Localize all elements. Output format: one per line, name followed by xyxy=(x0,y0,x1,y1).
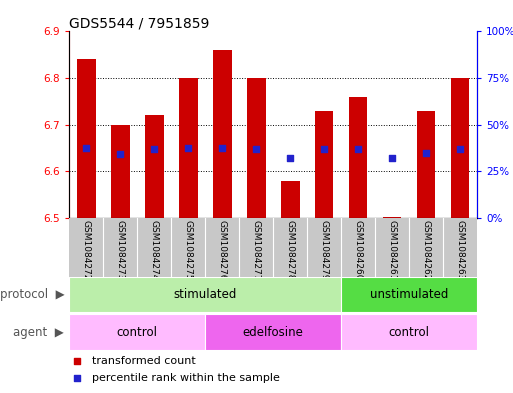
Bar xyxy=(69,314,205,350)
Point xyxy=(73,375,82,381)
Bar xyxy=(213,50,231,218)
Bar xyxy=(409,218,443,277)
Bar xyxy=(451,78,469,218)
Point xyxy=(320,146,328,152)
Text: transformed count: transformed count xyxy=(92,356,195,366)
Point xyxy=(150,146,159,152)
Bar xyxy=(443,218,477,277)
Point xyxy=(354,146,362,152)
Bar xyxy=(315,111,333,218)
Bar xyxy=(375,218,409,277)
Bar xyxy=(281,181,300,218)
Point xyxy=(286,155,294,162)
Bar xyxy=(417,111,436,218)
Point xyxy=(456,146,464,152)
Bar xyxy=(341,218,375,277)
Bar xyxy=(179,78,198,218)
Bar xyxy=(171,218,205,277)
Bar xyxy=(383,217,402,218)
Bar xyxy=(145,116,164,218)
Bar xyxy=(247,78,266,218)
Text: control: control xyxy=(389,325,429,339)
Text: GSM1084263: GSM1084263 xyxy=(456,220,465,281)
Text: edelfosine: edelfosine xyxy=(243,325,304,339)
Bar xyxy=(103,218,137,277)
Bar xyxy=(69,277,341,312)
Point xyxy=(82,145,90,151)
Text: GSM1084276: GSM1084276 xyxy=(218,220,227,281)
Bar xyxy=(137,218,171,277)
Text: stimulated: stimulated xyxy=(173,288,237,301)
Bar xyxy=(77,59,95,218)
Point xyxy=(422,150,430,156)
Text: unstimulated: unstimulated xyxy=(370,288,448,301)
Text: GSM1084279: GSM1084279 xyxy=(320,220,329,281)
Text: agent  ▶: agent ▶ xyxy=(13,325,64,339)
Text: GSM1084273: GSM1084273 xyxy=(116,220,125,281)
Bar xyxy=(349,97,367,218)
Text: GSM1084277: GSM1084277 xyxy=(252,220,261,281)
Bar xyxy=(205,218,239,277)
Text: GSM1084272: GSM1084272 xyxy=(82,220,91,281)
Point xyxy=(73,358,82,364)
Point xyxy=(184,145,192,151)
Point xyxy=(252,146,260,152)
Text: GDS5544 / 7951859: GDS5544 / 7951859 xyxy=(69,16,210,30)
Text: GSM1084260: GSM1084260 xyxy=(353,220,363,281)
Text: protocol  ▶: protocol ▶ xyxy=(0,288,64,301)
Bar xyxy=(341,277,477,312)
Bar xyxy=(205,314,341,350)
Bar xyxy=(69,218,103,277)
Text: GSM1084261: GSM1084261 xyxy=(388,220,397,281)
Bar xyxy=(341,314,477,350)
Text: percentile rank within the sample: percentile rank within the sample xyxy=(92,373,280,383)
Text: GSM1084274: GSM1084274 xyxy=(150,220,159,281)
Text: GSM1084262: GSM1084262 xyxy=(422,220,430,281)
Text: GSM1084275: GSM1084275 xyxy=(184,220,193,281)
Point xyxy=(388,155,396,162)
Bar xyxy=(239,218,273,277)
Point xyxy=(116,151,124,157)
Text: control: control xyxy=(117,325,157,339)
Bar xyxy=(273,218,307,277)
Bar xyxy=(111,125,130,218)
Bar xyxy=(307,218,341,277)
Point xyxy=(218,145,226,151)
Text: GSM1084278: GSM1084278 xyxy=(286,220,294,281)
